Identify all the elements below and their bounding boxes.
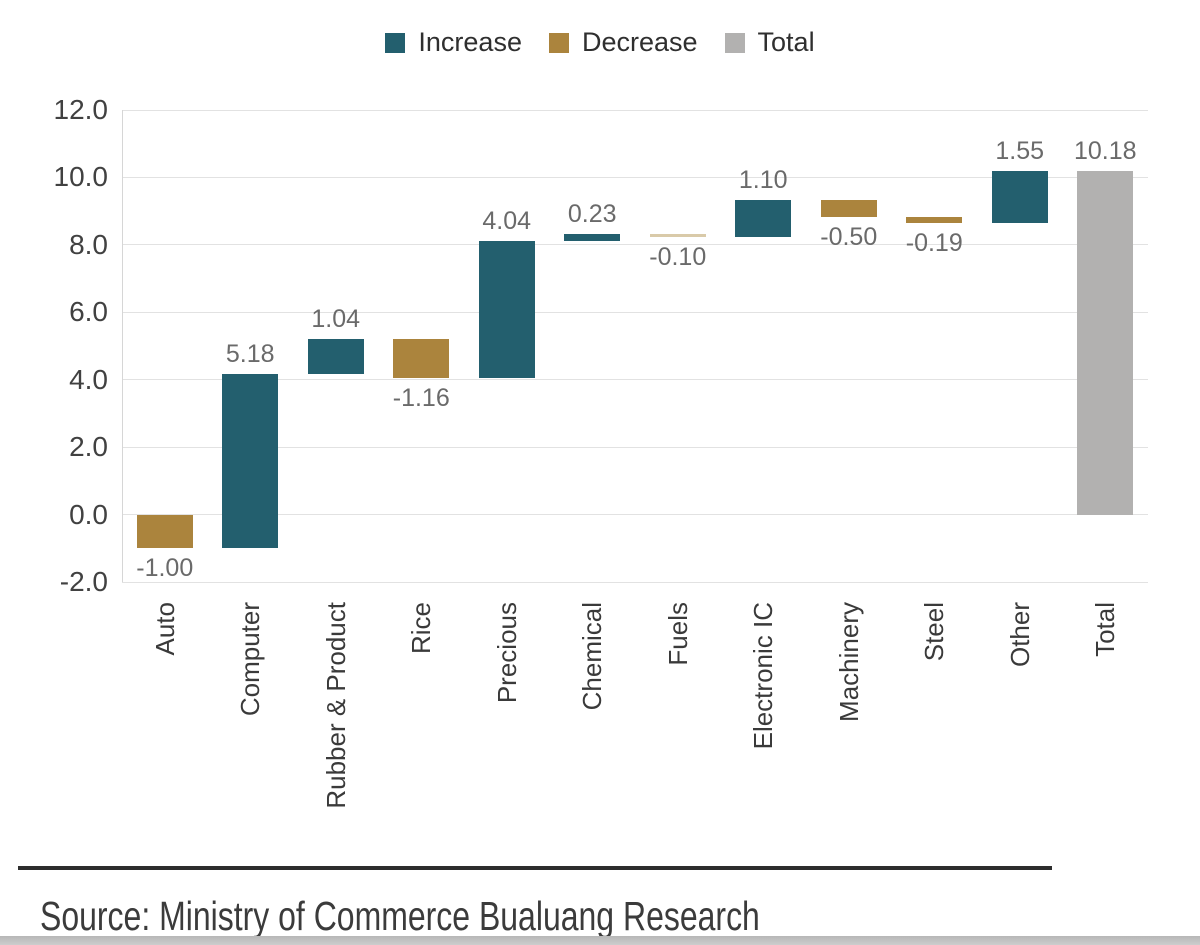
value-label-other: 1.55 bbox=[995, 137, 1045, 166]
legend-label: Increase bbox=[418, 27, 522, 57]
bar-electronic-ic bbox=[735, 200, 792, 238]
gridline-y-4.0 bbox=[122, 379, 1148, 381]
y-tick-label: 6.0 bbox=[69, 296, 108, 328]
legend-item-decrease: Decrease bbox=[548, 27, 698, 57]
gridline-y-6.0 bbox=[122, 311, 1148, 313]
bar-fuels bbox=[649, 233, 706, 238]
bar-precious bbox=[478, 241, 535, 378]
value-label-total: 10.18 bbox=[1073, 137, 1137, 166]
x-label-fuels: Fuels bbox=[662, 602, 693, 666]
gridline-y-0.0 bbox=[122, 514, 1148, 516]
bar-computer bbox=[222, 373, 279, 549]
x-label-auto: Auto bbox=[149, 602, 180, 656]
source-text: Source: Ministry of Commerce Bualuang Re… bbox=[40, 893, 760, 939]
bar-auto bbox=[136, 514, 193, 549]
x-label-other: Other bbox=[1004, 602, 1035, 668]
x-label-electronic-ic: Electronic IC bbox=[748, 602, 779, 750]
bar-rice bbox=[393, 338, 450, 378]
x-label-rice: Rice bbox=[406, 602, 437, 655]
y-tick-label: 12.0 bbox=[53, 94, 109, 125]
value-label-precious: 4.04 bbox=[482, 207, 532, 236]
value-label-rice: -1.16 bbox=[392, 383, 450, 412]
x-label-computer: Computer bbox=[235, 602, 266, 717]
y-tick-label: 0.0 bbox=[69, 498, 108, 530]
y-axis-spine bbox=[122, 110, 123, 582]
y-tick-label: 4.0 bbox=[69, 363, 108, 395]
bar-steel bbox=[906, 216, 963, 224]
source-divider bbox=[18, 866, 1052, 870]
bar-machinery bbox=[820, 200, 877, 217]
x-label-steel: Steel bbox=[919, 602, 950, 662]
chart-legend: Increase Decrease Total bbox=[0, 29, 1200, 56]
legend-label: Total bbox=[757, 27, 815, 57]
x-label-chemical: Chemical bbox=[577, 602, 608, 711]
bar-total bbox=[1077, 171, 1134, 515]
legend-swatch-total bbox=[724, 32, 745, 53]
legend-label: Decrease bbox=[581, 27, 698, 57]
gridline-y-12.0 bbox=[122, 109, 1148, 111]
value-label-rubber-product: 1.04 bbox=[311, 304, 361, 333]
gridline-y-10.0 bbox=[122, 176, 1148, 178]
x-label-total: Total bbox=[1090, 602, 1121, 657]
legend-item-increase: Increase bbox=[385, 29, 522, 56]
legend-swatch-decrease bbox=[548, 32, 569, 53]
x-label-machinery: Machinery bbox=[833, 602, 864, 722]
value-label-fuels: -0.10 bbox=[649, 243, 707, 272]
bar-rubber-product bbox=[307, 338, 364, 374]
value-label-chemical: 0.23 bbox=[567, 199, 617, 228]
y-tick-label: -2.0 bbox=[59, 566, 108, 597]
y-tick-label: 10.0 bbox=[53, 161, 109, 193]
x-label-precious: Precious bbox=[491, 602, 522, 704]
y-tick-label: 2.0 bbox=[69, 431, 108, 463]
y-tick-label: 8.0 bbox=[69, 228, 108, 260]
value-label-steel: -0.19 bbox=[905, 229, 963, 258]
value-label-machinery: -0.50 bbox=[820, 222, 878, 251]
gridline-y--2.0 bbox=[122, 581, 1148, 583]
bar-chemical bbox=[564, 233, 621, 242]
legend-item-total: Total bbox=[724, 27, 815, 57]
gridline-y-2.0 bbox=[122, 446, 1148, 448]
value-label-computer: 5.18 bbox=[225, 339, 275, 368]
value-label-auto: -1.00 bbox=[136, 554, 194, 583]
value-label-electronic-ic: 1.10 bbox=[738, 166, 788, 195]
bar-other bbox=[991, 171, 1048, 224]
x-label-rubber-product: Rubber & Product bbox=[320, 602, 351, 809]
bottom-strip bbox=[0, 936, 1200, 945]
legend-swatch-increase bbox=[385, 32, 406, 53]
gridline-y-8.0 bbox=[122, 244, 1148, 246]
